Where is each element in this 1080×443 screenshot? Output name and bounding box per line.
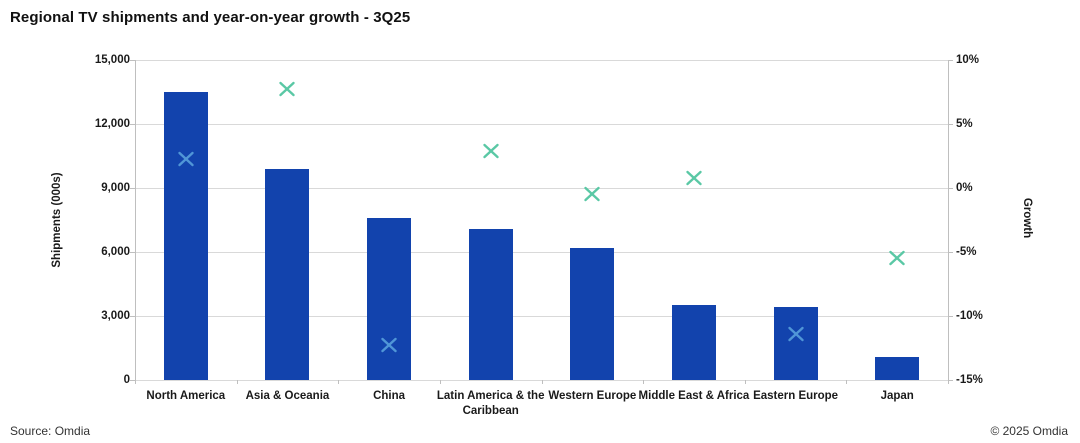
left-axis-tick-label: 15,000	[94, 54, 130, 66]
left-axis-tick-label: 3,000	[101, 310, 130, 322]
growth-marker	[482, 143, 500, 159]
right-axis-tick-label: -10%	[956, 310, 983, 322]
copyright-note: © 2025 Omdia	[990, 424, 1068, 438]
left-axis-tick-label: 0	[123, 374, 130, 386]
left-axis-tick	[130, 187, 135, 189]
growth-marker	[888, 250, 906, 266]
right-axis-tick	[948, 59, 953, 61]
growth-marker	[380, 337, 398, 353]
category-label: Latin America & the Caribbean	[436, 390, 545, 417]
x-axis-tick	[948, 380, 949, 384]
shipments-bar	[570, 247, 615, 380]
x-axis-tick	[338, 380, 340, 384]
left-axis-tick-label: 12,000	[94, 118, 130, 130]
left-axis-tick	[130, 315, 135, 317]
growth-marker	[278, 81, 296, 97]
shipments-bar	[265, 168, 310, 380]
shipments-bar	[671, 305, 716, 380]
growth-marker	[787, 326, 805, 342]
shipments-bar	[468, 228, 513, 380]
x-axis-tick	[541, 380, 543, 384]
growth-marker	[685, 170, 703, 186]
right-axis-tick	[948, 251, 953, 253]
left-axis-tick-label: 9,000	[101, 182, 130, 194]
left-axis-line	[135, 60, 136, 380]
shipments-bar	[367, 217, 412, 380]
right-axis-tick	[948, 187, 953, 189]
right-axis-line	[948, 60, 949, 380]
shipments-bar	[163, 92, 208, 380]
gridline	[135, 187, 948, 189]
source-note: Source: Omdia	[10, 424, 91, 438]
right-axis-tick-label: -5%	[956, 246, 977, 258]
right-axis-tick-label: -15%	[956, 374, 983, 386]
category-label: Japan	[880, 390, 914, 402]
left-axis-tick	[130, 59, 135, 61]
x-axis-tick	[135, 380, 136, 384]
right-axis-tick-label: 5%	[956, 118, 973, 130]
gridline	[135, 59, 948, 61]
right-axis-tick	[948, 315, 953, 317]
category-label: Middle East & Africa	[638, 390, 750, 402]
gridline	[135, 315, 948, 317]
x-axis-tick	[439, 380, 441, 384]
category-label: Asia & Oceania	[245, 390, 330, 402]
x-axis-tick	[236, 380, 238, 384]
left-axis-tick-label: 6,000	[101, 246, 130, 258]
footer: Source: Omdia © 2025 Omdia	[10, 424, 1068, 438]
category-label: North America	[146, 390, 226, 402]
shipments-bar	[875, 356, 920, 380]
category-label: China	[373, 390, 406, 402]
right-axis-tick-label: 10%	[956, 54, 980, 66]
right-axis-tick	[948, 379, 953, 381]
right-axis-tick-label: 0%	[956, 182, 973, 194]
gridline	[135, 123, 948, 125]
chart-title: Regional TV shipments and year-on-year g…	[10, 9, 411, 26]
left-axis-tick	[130, 379, 135, 381]
growth-marker	[177, 151, 195, 167]
growth-marker	[583, 186, 601, 202]
category-label: Eastern Europe	[753, 390, 839, 402]
shipments-bar	[773, 307, 818, 380]
x-axis-tick	[744, 380, 746, 384]
gridline	[135, 251, 948, 253]
x-axis-tick	[643, 380, 645, 384]
category-label: Western Europe	[548, 390, 637, 402]
x-axis-tick	[846, 380, 848, 384]
left-axis-tick	[130, 251, 135, 253]
left-axis-tick	[130, 123, 135, 125]
right-axis-tick	[948, 123, 953, 125]
